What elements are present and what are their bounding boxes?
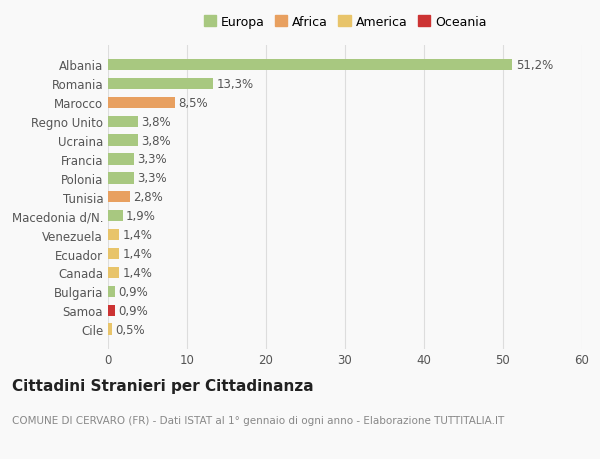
Text: 8,5%: 8,5%	[178, 96, 208, 110]
Bar	[108, 267, 119, 279]
Text: 3,3%: 3,3%	[137, 172, 167, 185]
Text: 51,2%: 51,2%	[515, 59, 553, 72]
Text: 3,8%: 3,8%	[141, 115, 171, 129]
Legend: Europa, Africa, America, Oceania: Europa, Africa, America, Oceania	[199, 11, 491, 34]
Bar	[108, 173, 134, 184]
Bar	[108, 248, 119, 260]
Text: 1,9%: 1,9%	[126, 210, 156, 223]
Text: COMUNE DI CERVARO (FR) - Dati ISTAT al 1° gennaio di ogni anno - Elaborazione TU: COMUNE DI CERVARO (FR) - Dati ISTAT al 1…	[12, 415, 504, 425]
Text: 13,3%: 13,3%	[216, 78, 253, 91]
Bar	[108, 305, 115, 316]
Bar	[108, 286, 115, 297]
Text: 3,3%: 3,3%	[137, 153, 167, 166]
Text: Cittadini Stranieri per Cittadinanza: Cittadini Stranieri per Cittadinanza	[12, 379, 314, 394]
Bar	[108, 78, 213, 90]
Text: 0,9%: 0,9%	[118, 285, 148, 298]
Text: 1,4%: 1,4%	[122, 247, 152, 260]
Text: 1,4%: 1,4%	[122, 266, 152, 280]
Bar	[108, 60, 512, 71]
Text: 0,5%: 0,5%	[115, 323, 145, 336]
Text: 1,4%: 1,4%	[122, 229, 152, 241]
Text: 0,9%: 0,9%	[118, 304, 148, 317]
Text: 2,8%: 2,8%	[133, 191, 163, 204]
Bar	[108, 116, 138, 128]
Bar	[108, 97, 175, 109]
Bar	[108, 154, 134, 165]
Text: 3,8%: 3,8%	[141, 134, 171, 147]
Bar	[108, 135, 138, 146]
Bar	[108, 211, 123, 222]
Bar	[108, 324, 112, 335]
Bar	[108, 230, 119, 241]
Bar	[108, 192, 130, 203]
